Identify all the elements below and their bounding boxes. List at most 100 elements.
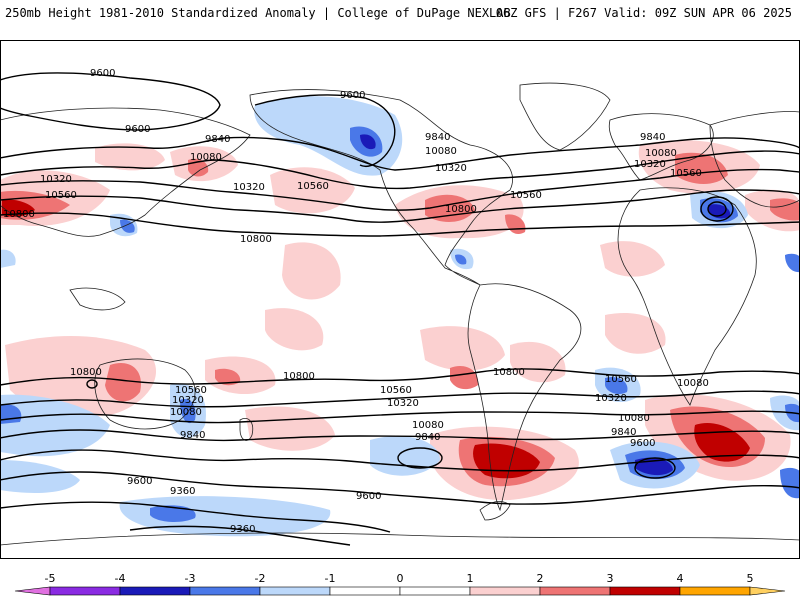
colorbar-tick-label: -2: [255, 572, 266, 585]
anomaly-area: [473, 443, 540, 479]
contour-10080-south: [0, 429, 800, 442]
colorbar-tick-label: -4: [115, 572, 126, 585]
colorbar-bin: [749, 586, 786, 596]
greenland-coast: [519, 82, 611, 151]
anomaly-area: [605, 376, 628, 395]
contour-label: 10320: [387, 398, 419, 409]
contour-label: 10320: [634, 159, 666, 170]
anomaly-area: [0, 394, 110, 457]
anomaly-area: [270, 167, 355, 214]
contour-label: 10800: [283, 371, 315, 382]
contour-label: 10080: [190, 152, 222, 163]
contour-label: 10560: [670, 168, 702, 179]
map-title: 250mb Height 1981-2010 Standardized Anom…: [5, 6, 511, 20]
south-america-coast: [467, 283, 582, 512]
anomaly-area: [780, 467, 800, 499]
contour-label: 10800: [493, 367, 525, 378]
new-zealand-coast: [239, 418, 254, 441]
colorbar-bin: [399, 586, 471, 596]
contour-label: 10320: [40, 174, 72, 185]
colorbar-bin: [679, 586, 751, 596]
contour-label: 10800: [240, 234, 272, 245]
anomaly-map: 9600 9600 9600 9840 9840 9840 10080 1008…: [0, 40, 800, 559]
colorbar-tick-label: -5: [45, 572, 56, 585]
contour-label: 10560: [297, 181, 329, 192]
contour-label: 10800: [445, 204, 477, 215]
anomaly-area: [245, 406, 335, 451]
anomaly-area: [785, 253, 800, 273]
colorbar-bin: [259, 586, 331, 596]
contour-label: 9840: [205, 134, 230, 145]
contour-label: 10080: [412, 420, 444, 431]
colorbar-tick-label: -3: [185, 572, 196, 585]
anomaly-area: [450, 365, 479, 390]
anomaly-area: [282, 242, 341, 300]
contour-label: 10320: [595, 393, 627, 404]
contour-label: 9840: [611, 427, 636, 438]
contour-closed-low-europe-inner: [707, 201, 727, 217]
contour-9360-inner: [129, 525, 351, 546]
antarctica-coast: [0, 532, 800, 546]
antarctic-peninsula-coast: [479, 500, 511, 521]
contour-closed-low-europe: [700, 196, 734, 222]
colorbar-tick-label: 5: [747, 572, 754, 585]
contour-10320-south: [0, 410, 800, 424]
colorbar-bin: [14, 586, 51, 596]
contour-label: 10800: [3, 209, 35, 220]
anomaly-area: [770, 198, 800, 221]
anomaly-area: [105, 363, 141, 402]
height-contours: [0, 72, 800, 546]
asia-coast: [0, 107, 251, 237]
contour-label: 10560: [605, 374, 637, 385]
colorbar-bin: [49, 586, 121, 596]
contour-label: 10080: [170, 407, 202, 418]
anomaly-area: [0, 460, 80, 493]
contour-closed-small: [86, 379, 98, 389]
anomaly-area: [150, 505, 196, 522]
contour-label: 9360: [170, 486, 195, 497]
contour-label-layer: 9600 9600 9600 9840 9840 9840 10080 1008…: [3, 68, 709, 535]
anomaly-area: [215, 368, 241, 386]
anomaly-area: [254, 96, 403, 176]
contour-9600-south: [0, 471, 800, 505]
colorbar-bin: [609, 586, 681, 596]
colorbar-ticks: -5 -4 -3 -2 -1 0 1 2 3 4 5: [45, 572, 754, 585]
asia-east-coast: [709, 111, 800, 208]
colorbar-tick-label: 1: [467, 572, 474, 585]
colorbar-bin: [469, 586, 541, 596]
contour-10320: [0, 168, 800, 211]
colorbar-tick-label: 4: [677, 572, 684, 585]
contour-closed-low-atlantic: [634, 457, 676, 479]
contour-closed-low-pacific: [397, 447, 443, 469]
contour-label: 9600: [125, 124, 150, 135]
contour-label: 10320: [172, 395, 204, 406]
colorbar-tick-label: 2: [537, 572, 544, 585]
contour-10080: [0, 150, 800, 190]
anomaly-area: [95, 143, 165, 171]
colorbar: -5 -4 -3 -2 -1 0 1 2 3 4 5: [14, 572, 786, 596]
anomaly-area: [265, 308, 324, 351]
contour-label: 10320: [233, 182, 265, 193]
contour-10800-south: [0, 368, 800, 386]
anomaly-area: [600, 241, 665, 277]
maritime-continent-coast: [69, 287, 126, 311]
contour-label: 10080: [645, 148, 677, 159]
contour-label: 9840: [180, 430, 205, 441]
contour-label: 10080: [618, 413, 650, 424]
colorbar-tick-label: 0: [397, 572, 404, 585]
anomaly-area: [455, 254, 467, 265]
colorbar-bin: [329, 586, 401, 596]
colorbar-bin: [189, 586, 261, 596]
contour-10560-south: [0, 390, 800, 408]
contour-label: 10080: [425, 146, 457, 157]
contour-label: 9840: [640, 132, 665, 143]
contour-label: 9360: [230, 524, 255, 535]
contour-10800-north: [0, 212, 800, 237]
contour-label: 10560: [510, 190, 542, 201]
contour-9600-north: [0, 72, 221, 131]
anomaly-area: [205, 356, 276, 395]
contour-label: 9840: [425, 132, 450, 143]
contour-label: 9840: [415, 432, 440, 443]
contour-9360-south: [0, 501, 391, 533]
contour-label: 10560: [380, 385, 412, 396]
